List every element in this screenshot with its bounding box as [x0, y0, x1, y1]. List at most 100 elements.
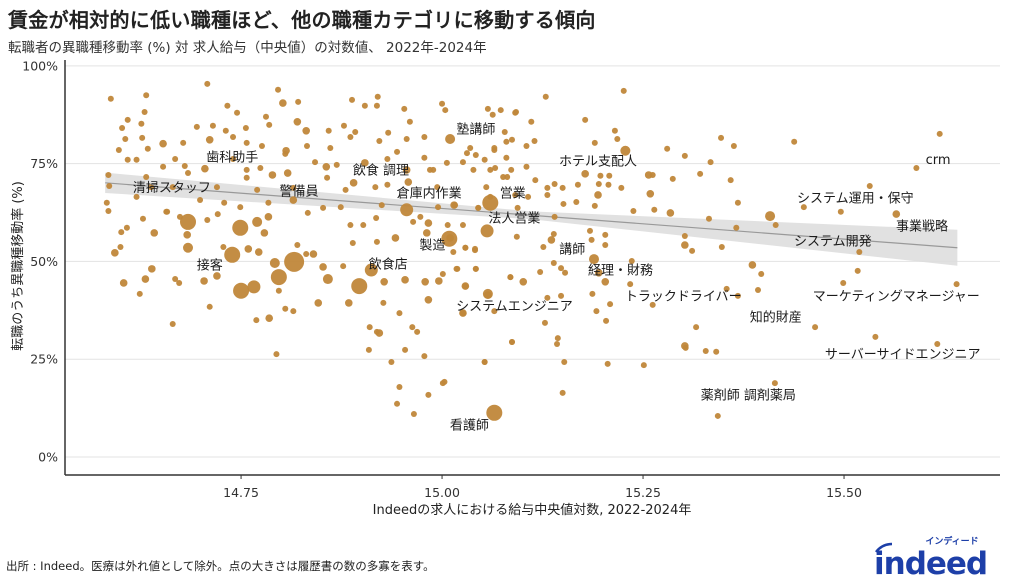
data-point	[443, 159, 450, 166]
data-point	[275, 287, 282, 294]
data-point	[554, 335, 561, 342]
data-point	[544, 184, 551, 191]
data-point	[594, 191, 602, 199]
data-point	[119, 279, 128, 287]
data-point	[290, 308, 297, 315]
data-point	[366, 324, 373, 331]
data-point	[260, 229, 269, 237]
data-point	[681, 241, 689, 249]
data-point	[122, 136, 129, 143]
data-point	[602, 242, 609, 249]
data-point	[507, 274, 514, 281]
data-point	[265, 199, 272, 206]
data-point	[425, 391, 432, 398]
data-point	[463, 150, 470, 157]
data-point	[372, 184, 379, 191]
data-point	[340, 122, 347, 129]
data-point	[380, 277, 388, 286]
data-point	[141, 109, 148, 116]
data-point	[512, 109, 519, 116]
data-point	[459, 310, 466, 317]
data-point	[233, 282, 250, 299]
data-point	[649, 171, 656, 178]
data-point	[118, 229, 125, 236]
data-point	[426, 166, 433, 173]
point-label: 事業戦略	[896, 218, 948, 234]
data-point	[181, 162, 188, 169]
data-point	[541, 319, 548, 326]
data-point	[169, 184, 176, 191]
point-label: 講師	[559, 241, 585, 257]
data-point	[693, 324, 700, 331]
data-point	[856, 249, 863, 256]
data-point	[484, 105, 491, 112]
data-point	[193, 123, 200, 130]
data-point	[257, 164, 264, 171]
data-point	[325, 127, 332, 134]
point-label: 営業	[500, 185, 526, 201]
data-point	[375, 329, 384, 337]
data-point	[812, 324, 819, 331]
point-label: トラックドライバー	[625, 289, 742, 304]
data-point	[953, 281, 960, 288]
data-point	[254, 248, 263, 256]
data-point	[582, 116, 589, 123]
data-point	[106, 182, 113, 189]
data-point	[105, 171, 112, 178]
data-point	[573, 198, 580, 205]
data-point	[459, 222, 466, 229]
data-point	[651, 206, 658, 213]
data-point	[124, 116, 131, 123]
point-label: システム運用・保守	[797, 192, 914, 207]
y-tick-label: 100%	[22, 58, 58, 73]
data-point	[172, 155, 179, 162]
data-point	[445, 134, 456, 145]
data-point	[772, 222, 779, 229]
source-note: 出所 : Indeed。医療は外れ値として除外。点の大きさは履歴書の数の多寡を表…	[6, 559, 435, 573]
data-point	[459, 159, 466, 166]
data-point	[384, 181, 391, 188]
point-label: システム開発	[794, 235, 872, 250]
data-point	[384, 155, 391, 162]
data-point	[176, 279, 183, 286]
data-point	[755, 286, 762, 293]
data-point	[595, 268, 603, 277]
data-point	[421, 154, 428, 161]
data-point	[892, 210, 901, 218]
data-point	[503, 138, 510, 145]
point-label: 接客	[197, 257, 223, 273]
data-point	[279, 99, 287, 107]
data-point	[148, 265, 156, 273]
data-point	[500, 173, 507, 180]
data-point	[586, 227, 593, 234]
data-point	[230, 155, 237, 162]
point-label: 清掃スタッフ	[133, 180, 211, 196]
data-point	[482, 194, 499, 211]
data-point	[209, 122, 216, 129]
data-point	[435, 204, 442, 211]
data-point	[450, 249, 457, 256]
data-point	[312, 159, 319, 166]
confidence-band	[105, 172, 958, 266]
data-point	[591, 139, 598, 146]
data-point	[351, 278, 368, 295]
data-point	[435, 277, 443, 285]
data-point	[180, 139, 187, 146]
point-label: 法人営業	[488, 211, 540, 227]
data-point	[136, 290, 143, 297]
data-point	[269, 258, 280, 269]
data-point	[293, 118, 302, 126]
y-tick-label: 25%	[30, 352, 58, 367]
data-point	[183, 231, 192, 239]
point-label: 警備員	[279, 184, 318, 200]
data-point	[258, 143, 265, 150]
data-point	[854, 267, 861, 274]
data-point	[322, 274, 333, 285]
data-point	[409, 324, 416, 331]
data-point	[664, 145, 671, 152]
data-point	[243, 166, 250, 173]
data-point	[327, 145, 334, 152]
data-point	[352, 128, 359, 135]
data-point	[417, 213, 424, 220]
data-point	[133, 156, 140, 163]
